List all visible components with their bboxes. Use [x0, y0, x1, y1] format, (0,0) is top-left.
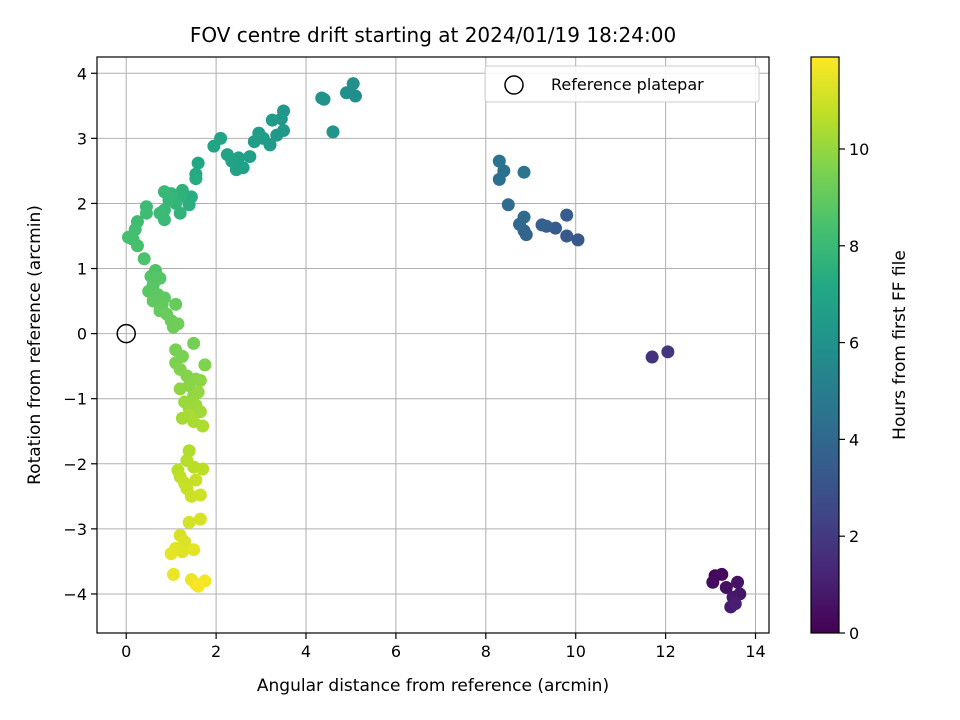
chart-title: FOV centre drift starting at 2024/01/19 … [190, 23, 676, 47]
colorbar-tick-label: 0 [849, 624, 859, 643]
data-point [130, 239, 144, 253]
data-point [193, 488, 207, 502]
y-tick-label: 2 [77, 194, 87, 213]
x-tick-label: 12 [655, 642, 675, 661]
data-point [189, 172, 203, 186]
data-point [661, 345, 675, 359]
x-tick-label: 0 [121, 642, 131, 661]
data-point [243, 150, 257, 164]
data-point [169, 297, 183, 311]
data-point [517, 210, 531, 224]
y-axis-ticks: −4 −3 −2 −1 0 1 2 3 4 [63, 64, 97, 604]
data-point [173, 382, 187, 396]
data-point [193, 512, 207, 526]
data-point [560, 208, 574, 222]
x-tick-label: 14 [745, 642, 765, 661]
data-point [137, 252, 151, 266]
data-point [121, 230, 135, 244]
data-point [191, 385, 205, 399]
data-point [339, 86, 353, 100]
data-point [719, 580, 733, 594]
x-axis-label: Angular distance from reference (arcmin) [257, 676, 609, 696]
data-point [191, 156, 205, 170]
y-axis-label: Rotation from reference (arcmin) [25, 205, 45, 485]
colorbar-tick-label: 10 [849, 140, 869, 159]
y-tick-label: −2 [63, 455, 87, 474]
data-point [164, 547, 178, 561]
data-point [731, 575, 745, 589]
data-point [187, 543, 201, 557]
data-point [571, 233, 585, 247]
colorbar-gradient-bar [811, 57, 839, 633]
data-point [173, 206, 187, 220]
colorbar-tick-label: 6 [849, 334, 859, 353]
data-point [171, 317, 185, 331]
data-point [535, 218, 549, 232]
colorbar-tick-label: 2 [849, 527, 859, 546]
data-point [501, 198, 515, 212]
y-tick-label: 1 [77, 260, 87, 279]
grid [97, 57, 769, 633]
data-point [492, 154, 506, 168]
data-point [728, 597, 742, 611]
data-point [193, 373, 207, 387]
data-point [187, 336, 201, 350]
x-tick-label: 8 [481, 642, 491, 661]
x-tick-label: 2 [211, 642, 221, 661]
data-point [326, 125, 340, 139]
colorbar-ticks: 0 2 4 6 8 10 [839, 140, 869, 643]
data-point [265, 113, 279, 127]
data-point [175, 545, 189, 559]
x-axis-ticks: 0 2 4 6 8 10 12 14 [121, 633, 766, 661]
data-point [191, 579, 205, 593]
data-point [178, 535, 192, 549]
data-point [247, 135, 261, 149]
y-tick-label: 4 [77, 64, 87, 83]
data-point [196, 462, 210, 476]
y-tick-label: −3 [63, 520, 87, 539]
data-point [270, 128, 284, 142]
data-point [560, 229, 574, 243]
data-point [182, 198, 196, 212]
plot-frame [96, 56, 770, 634]
y-tick-label: −1 [63, 390, 87, 409]
data-points [121, 77, 747, 614]
data-point [182, 444, 196, 458]
data-point [196, 419, 210, 433]
data-point [715, 567, 729, 581]
data-point [153, 206, 167, 220]
data-point [346, 77, 360, 91]
y-tick-label: 3 [77, 129, 87, 148]
data-point [220, 148, 234, 162]
data-point [182, 515, 196, 529]
x-tick-label: 6 [391, 642, 401, 661]
x-tick-label: 4 [301, 642, 311, 661]
data-point [198, 358, 212, 372]
colorbar-tick-label: 4 [849, 430, 859, 449]
data-point [645, 350, 659, 364]
legend: Reference platepar [484, 65, 760, 103]
x-tick-label: 10 [566, 642, 586, 661]
legend-marker-icon [504, 75, 524, 95]
data-point [139, 206, 153, 220]
y-tick-label: −4 [63, 585, 87, 604]
data-point [706, 575, 720, 589]
colorbar: 0 2 4 6 8 10 Hours from first FF file [810, 56, 910, 643]
data-point [166, 567, 180, 581]
y-tick-label: 0 [77, 325, 87, 344]
data-point [517, 165, 531, 179]
legend-entry-label: Reference platepar [551, 75, 704, 94]
legend-box [484, 65, 760, 103]
data-point [189, 473, 203, 487]
data-point [193, 405, 207, 419]
data-point [315, 91, 329, 105]
colorbar-label: Hours from first FF file [890, 250, 910, 440]
colorbar-tick-label: 8 [849, 237, 859, 256]
data-point [157, 185, 171, 199]
reference-platepar-marker [116, 323, 136, 344]
data-point [207, 139, 221, 153]
colorbar-frame [810, 56, 840, 634]
data-point [497, 164, 511, 178]
